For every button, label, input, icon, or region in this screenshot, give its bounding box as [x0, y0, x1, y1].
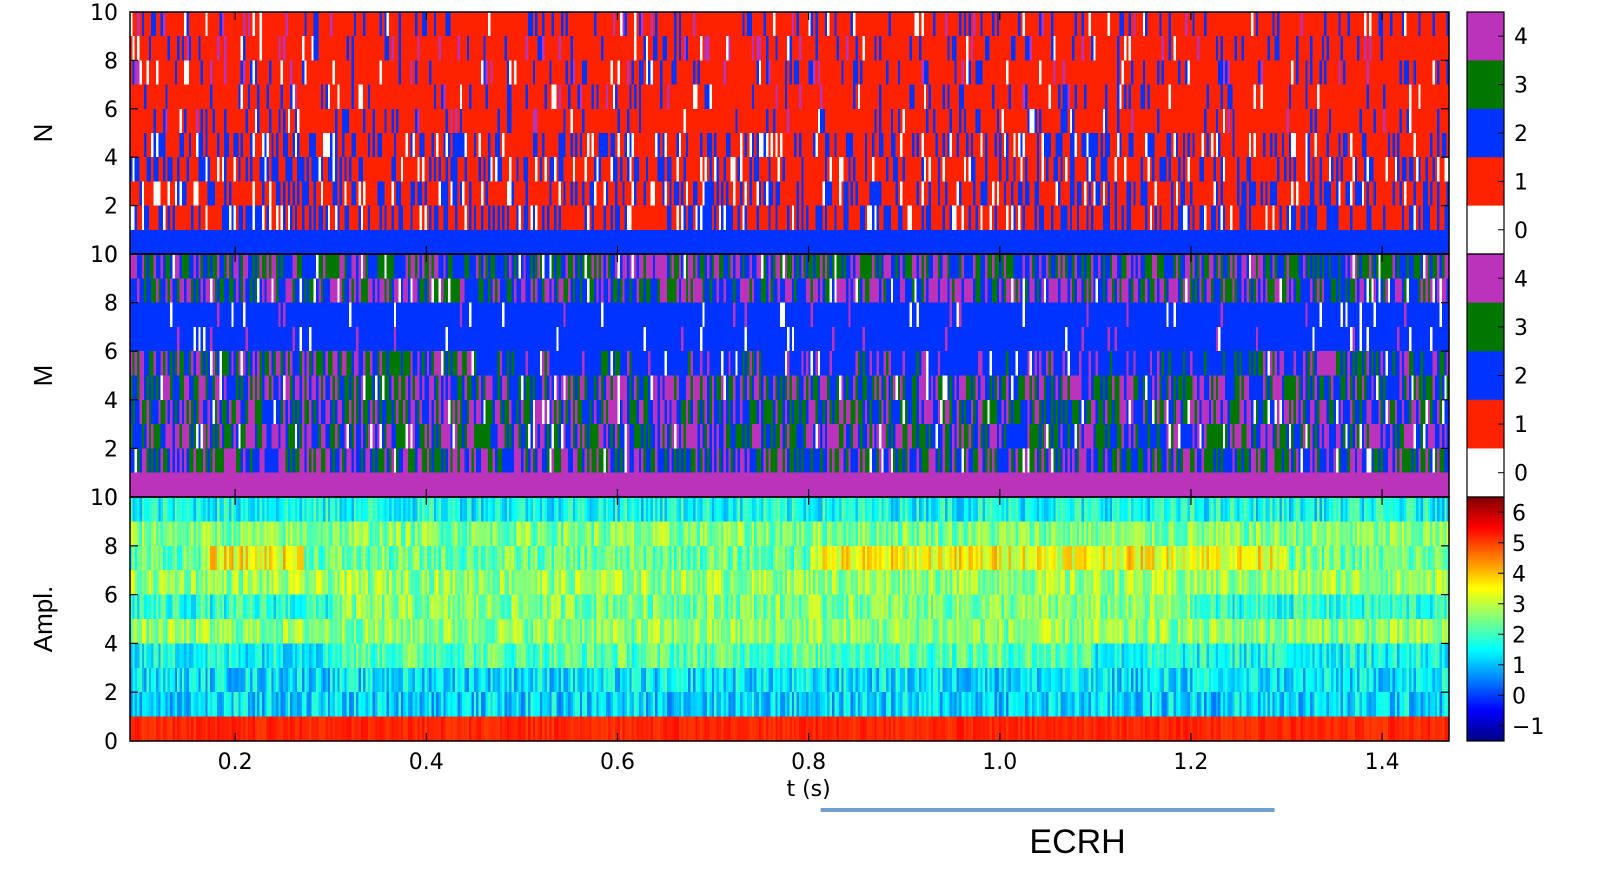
ytick-label-m: 2	[104, 437, 118, 462]
colorbar-m	[1467, 254, 1504, 497]
heatmap-m	[130, 254, 1449, 497]
ylabel-m: M	[28, 365, 58, 387]
colorbar-n	[1467, 12, 1504, 254]
ytick-label-m: 0	[104, 486, 118, 511]
colorbar-label-n: 0	[1514, 219, 1528, 244]
ytick-label-n: 4	[104, 146, 118, 171]
ytick-label-n: 6	[104, 98, 118, 123]
ytick-label-m: 10	[90, 243, 118, 268]
ytick-label-m: 8	[104, 292, 118, 317]
ytick-label-n: 10	[90, 1, 118, 26]
xtick-label: 0.8	[791, 750, 826, 775]
xtick-label: 1.4	[1365, 750, 1400, 775]
ylabel-n: N	[28, 124, 58, 143]
colorbar-label-n: 1	[1514, 170, 1528, 195]
colorbar-label-ampl: −1	[1512, 715, 1544, 740]
ytick-label-m: 4	[104, 389, 118, 414]
xtick-label: 0.2	[218, 750, 253, 775]
colorbar-label-ampl: 5	[1512, 532, 1526, 557]
ytick-label-ampl: 4	[104, 632, 118, 657]
ytick-label-ampl: 0	[104, 730, 118, 755]
colorbar-label-m: 0	[1514, 462, 1528, 487]
heatmap-ampl	[130, 497, 1449, 741]
colorbar-label-m: 2	[1514, 365, 1528, 390]
colorbar-label-ampl: 3	[1512, 593, 1526, 618]
ytick-label-m: 6	[104, 340, 118, 365]
xtick-label: 1.2	[1173, 750, 1208, 775]
ytick-label-ampl: 10	[90, 486, 118, 511]
colorbar-ampl	[1467, 497, 1504, 741]
colorbar-label-ampl: 4	[1512, 562, 1526, 587]
colorbar-label-m: 4	[1514, 267, 1528, 292]
ytick-label-ampl: 6	[104, 584, 118, 609]
colorbar-label-m: 3	[1514, 316, 1528, 341]
panel-frame-ampl	[129, 496, 1450, 742]
colorbar-label-n: 4	[1514, 25, 1528, 50]
ytick-label-ampl: 2	[104, 681, 118, 706]
colorbar-label-ampl: 2	[1512, 623, 1526, 648]
x-axis-label: t (s)	[786, 777, 830, 802]
ytick-label-n: 0	[104, 243, 118, 268]
ylabel-ampl: Ampl.	[28, 586, 58, 652]
ytick-label-n: 8	[104, 49, 118, 74]
heatmap-n	[130, 12, 1449, 254]
ytick-label-n: 2	[104, 195, 118, 220]
colorbar-label-ampl: 6	[1512, 501, 1526, 526]
colorbar-label-ampl: 0	[1512, 684, 1526, 709]
xtick-label: 0.6	[600, 750, 635, 775]
colorbar-label-n: 2	[1514, 122, 1528, 147]
colorbar-frame-ampl	[1466, 496, 1505, 742]
colorbar-label-ampl: 1	[1512, 654, 1526, 679]
xtick-label: 0.4	[409, 750, 444, 775]
colorbar-label-n: 3	[1514, 74, 1528, 99]
colorbar-label-m: 1	[1514, 413, 1528, 438]
panel-frame-m	[129, 253, 1450, 498]
ytick-label-ampl: 8	[104, 535, 118, 560]
panel-frame-n	[129, 11, 1450, 255]
ecrh-label: ECRH	[1029, 823, 1125, 861]
xtick-label: 1.0	[982, 750, 1017, 775]
